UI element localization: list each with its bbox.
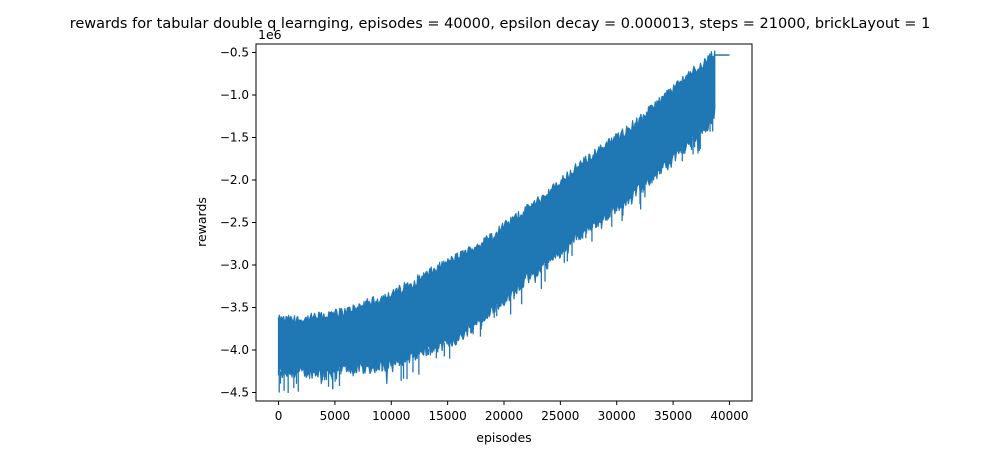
y-tick-label: −2.5 <box>220 216 249 230</box>
y-tick-label: −3.5 <box>220 301 249 315</box>
x-tick-label: 30000 <box>598 409 636 423</box>
x-tick-label: 20000 <box>485 409 523 423</box>
y-offset-label: 1e6 <box>258 27 282 42</box>
y-tick-label: −4.5 <box>220 386 249 400</box>
y-tick-label: −4.0 <box>220 343 249 357</box>
y-tick-label: −0.5 <box>220 46 249 60</box>
y-axis-label: rewards <box>194 197 209 247</box>
y-axis-ticks: −4.5 −4.0 −3.5 −3.0 −2.5 −2.0 −1.5 −1.0 −0.5 <box>220 46 256 400</box>
x-tick-label: 25000 <box>541 409 579 423</box>
x-tick-label: 5000 <box>320 409 351 423</box>
x-axis-label: episodes <box>476 430 531 445</box>
x-tick-label: 10000 <box>372 409 410 423</box>
x-tick-label: 15000 <box>429 409 467 423</box>
plot-series <box>277 50 730 394</box>
rewards-series-band <box>277 50 716 385</box>
y-tick-label: −1.0 <box>220 88 249 102</box>
y-tick-label: −3.0 <box>220 258 249 272</box>
y-tick-label: −1.5 <box>220 131 249 145</box>
x-tick-label: 40000 <box>710 409 748 423</box>
y-tick-label: −2.0 <box>220 173 249 187</box>
x-tick-label: 35000 <box>654 409 692 423</box>
chart-title: rewards for tabular double q learnging, … <box>70 16 931 32</box>
x-tick-label: 0 <box>275 409 283 423</box>
x-axis-ticks: 0 5000 10000 15000 20000 25000 30000 35000 40000 <box>275 401 749 423</box>
